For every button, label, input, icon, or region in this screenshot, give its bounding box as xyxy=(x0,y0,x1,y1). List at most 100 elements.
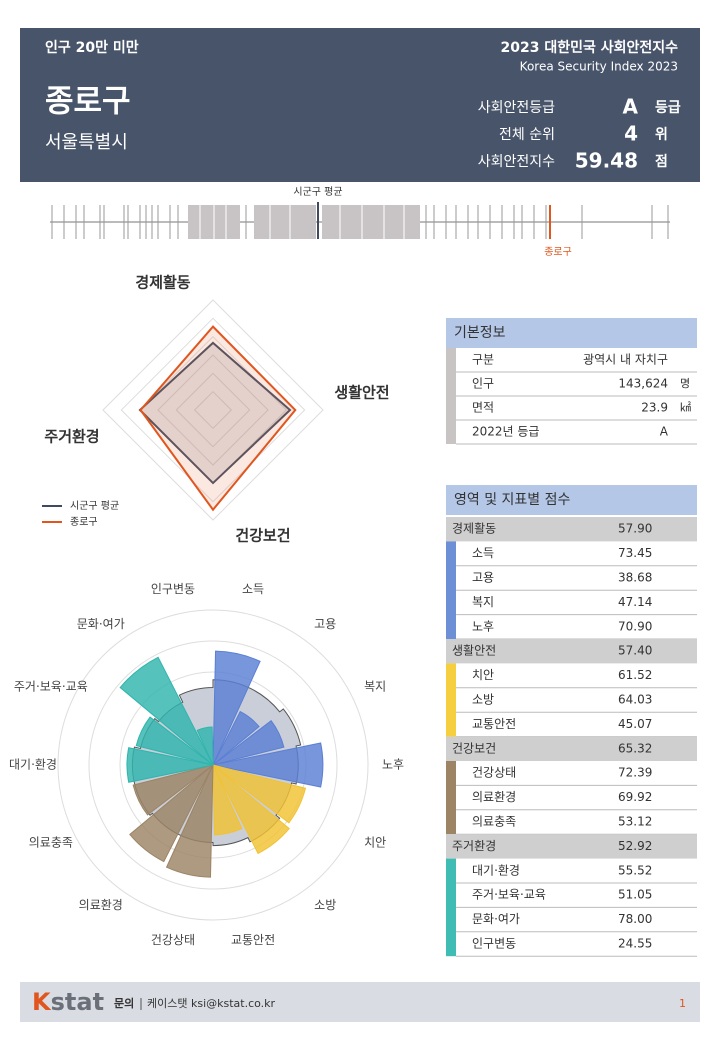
item-name: 건강상태 xyxy=(472,766,516,780)
title: 2023 대한민국 사회안전지수 xyxy=(500,39,678,56)
item-score: 45.07 xyxy=(618,717,652,731)
polar-bar xyxy=(126,747,214,783)
average-label: 시군구 평균 xyxy=(293,186,342,198)
polar-bar xyxy=(212,742,324,788)
polar-label: 건강상태 xyxy=(151,933,195,947)
item-score: 73.45 xyxy=(618,546,652,560)
group-name: 경제활동 xyxy=(452,522,496,536)
info-label: 인구 xyxy=(472,377,494,391)
polar-label: 의료충족 xyxy=(29,836,73,850)
footer-logo: Kstat xyxy=(32,988,104,1016)
item-score: 53.12 xyxy=(618,815,652,829)
item-name: 문화·여가 xyxy=(472,912,520,926)
radar-axis-label: 생활안전 xyxy=(334,384,389,402)
info-value: A xyxy=(660,425,669,439)
group-stripe xyxy=(446,761,456,835)
group-score: 52.92 xyxy=(618,839,652,853)
group-row-bg xyxy=(446,517,697,542)
item-name: 교통안전 xyxy=(472,717,516,731)
polar-label: 인구변동 xyxy=(151,582,195,596)
legend-label: 시군구 평균 xyxy=(70,500,119,512)
table-title: 기본정보 xyxy=(454,325,506,341)
radar-grid xyxy=(120,317,306,503)
polar-bar xyxy=(196,726,214,766)
strip xyxy=(50,202,670,239)
item-score: 38.68 xyxy=(618,571,652,585)
stat-value: A xyxy=(623,95,639,119)
polar-grid xyxy=(57,609,369,921)
item-name: 소득 xyxy=(472,546,494,560)
info-value: 광역시 내 자치구 xyxy=(583,353,668,367)
stat-unit: 점 xyxy=(655,153,668,170)
polar-label: 대기·환경 xyxy=(9,758,57,772)
group-row-bg xyxy=(446,736,697,761)
group-stripe xyxy=(446,541,456,639)
stat-label: 사회안전지수 xyxy=(478,154,555,170)
item-score: 72.39 xyxy=(618,766,652,780)
item-name: 대기·환경 xyxy=(472,863,520,877)
info-unit: 명 xyxy=(680,377,690,390)
item-name: 의료충족 xyxy=(472,815,516,829)
polar-label: 복지 xyxy=(364,679,386,693)
logo-k: K xyxy=(32,988,52,1016)
stat-label: 전체 순위 xyxy=(499,127,555,143)
polar-label: 치안 xyxy=(364,836,386,850)
polar-grid xyxy=(88,640,338,890)
group-score: 57.90 xyxy=(618,522,652,536)
polar-bar xyxy=(165,764,214,878)
stat-unit: 위 xyxy=(655,127,668,143)
item-score: 61.52 xyxy=(618,668,652,682)
polar-label: 교통안전 xyxy=(231,933,275,947)
item-name: 복지 xyxy=(472,595,494,609)
group-stripe xyxy=(446,663,456,737)
item-name: 노후 xyxy=(472,619,494,633)
table-header-bg xyxy=(446,318,697,348)
region: 종로구 xyxy=(45,84,131,120)
group-stripe xyxy=(446,858,456,957)
table-title: 영역 및 지표별 점수 xyxy=(454,492,571,508)
city: 서울특별시 xyxy=(45,132,128,153)
stat-unit: 등급 xyxy=(655,100,681,116)
logo-rest: stat xyxy=(51,988,104,1016)
info-value: 23.9 xyxy=(641,401,668,415)
group-row-bg xyxy=(446,834,697,859)
group-name: 주거환경 xyxy=(452,839,496,853)
item-score: 64.03 xyxy=(618,693,652,707)
radar-series xyxy=(138,341,292,485)
polar-label: 노후 xyxy=(382,758,404,772)
polar-label: 소방 xyxy=(314,898,336,912)
info-label: 면적 xyxy=(472,401,494,415)
radar-axis-label: 경제활동 xyxy=(135,274,190,292)
item-score: 69.92 xyxy=(618,790,652,804)
group-name: 건강보건 xyxy=(452,741,496,755)
item-score: 70.90 xyxy=(618,619,652,633)
page-number: 1 xyxy=(679,997,686,1010)
radar-grid xyxy=(193,390,233,430)
polar-label: 주거·보육·교육 xyxy=(14,679,88,693)
item-name: 치안 xyxy=(472,668,494,682)
item-name: 의료환경 xyxy=(472,790,516,804)
info-label: 구분 xyxy=(472,353,494,367)
stat-value: 59.48 xyxy=(575,149,638,173)
group-score: 57.40 xyxy=(618,644,652,658)
polar-bar xyxy=(212,764,290,855)
group: 인구 20만 미만 xyxy=(45,39,139,56)
group-name: 생활안전 xyxy=(452,644,496,658)
footer-bg xyxy=(20,982,700,1022)
table-header-bg xyxy=(446,485,697,515)
polar-label: 의료환경 xyxy=(79,898,123,912)
radar-axis-label: 주거환경 xyxy=(44,428,99,446)
subtitle: Korea Security Index 2023 xyxy=(520,60,678,74)
radar-grid xyxy=(102,299,324,521)
info-value: 143,624 xyxy=(618,377,668,391)
polar-label: 문화·여가 xyxy=(77,617,125,631)
radar-grid xyxy=(175,372,251,448)
polar-bar xyxy=(132,764,214,816)
contact-label: 문의 xyxy=(114,996,134,1010)
stat-label: 사회안전등급 xyxy=(478,100,555,116)
item-score: 51.05 xyxy=(618,888,652,902)
polar-bar xyxy=(212,710,260,766)
polar-bar xyxy=(212,650,261,766)
polar-label: 소득 xyxy=(242,582,264,596)
